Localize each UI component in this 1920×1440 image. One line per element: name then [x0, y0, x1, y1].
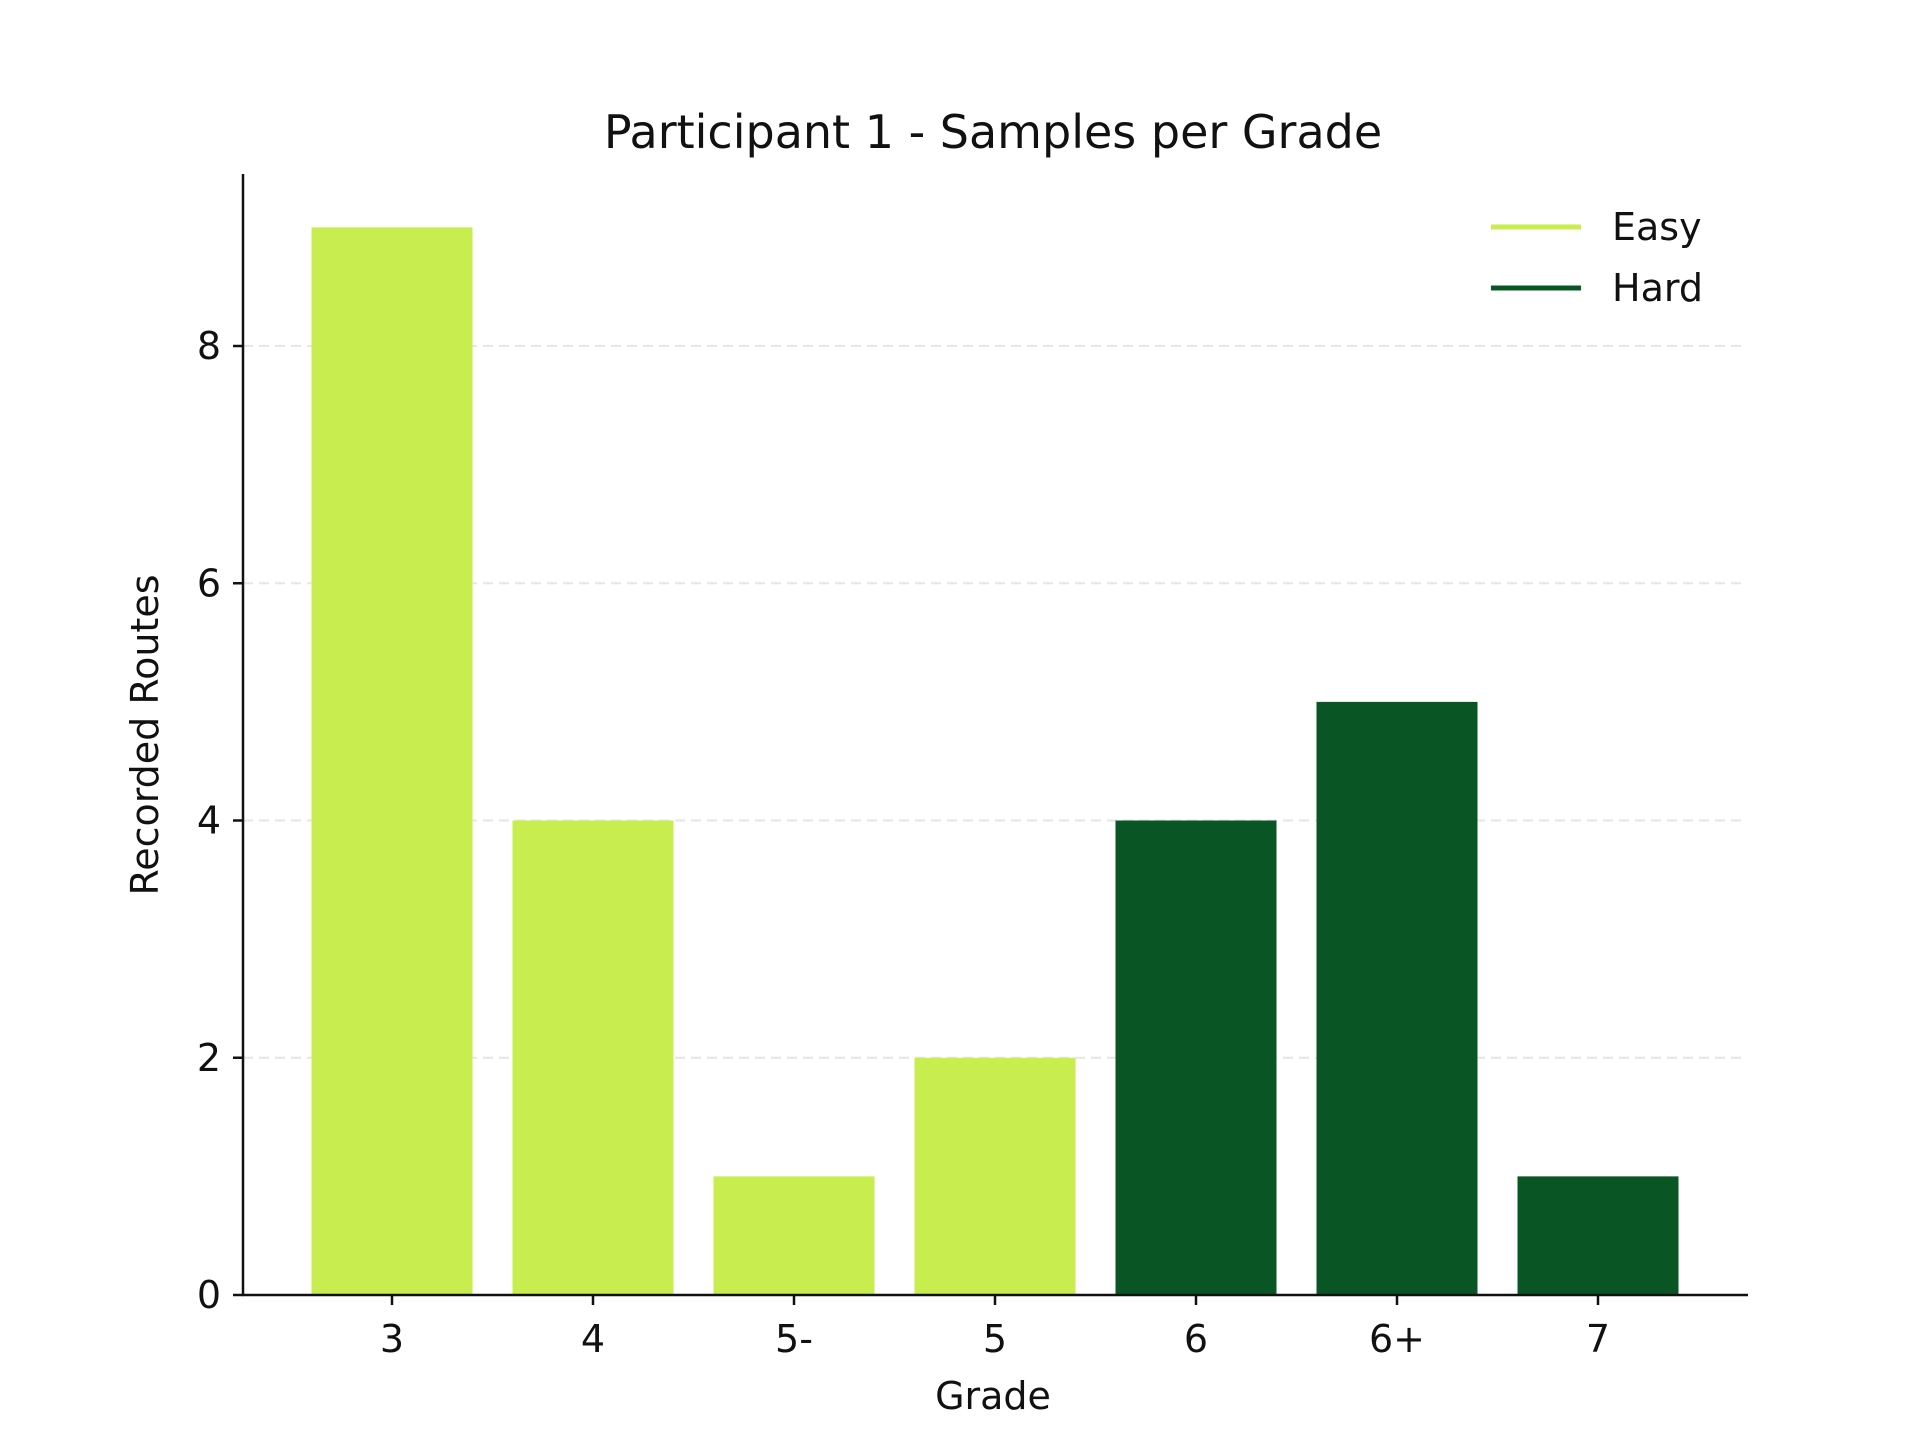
- legend-label-hard: Hard: [1612, 266, 1703, 310]
- bar-6+: [1316, 701, 1478, 1295]
- legend-label-easy: Easy: [1612, 205, 1702, 249]
- y-tick-label: 8: [197, 324, 221, 368]
- x-axis-label: Grade: [935, 1374, 1051, 1418]
- x-tick-label: 7: [1586, 1317, 1610, 1361]
- x-tick-label: 3: [380, 1317, 404, 1361]
- y-ticks: 0 2 4 6 8: [197, 324, 243, 1317]
- bars: [311, 227, 1679, 1295]
- legend: Easy Hard: [1491, 205, 1703, 310]
- y-axis-label: Recorded Routes: [123, 575, 167, 896]
- x-tick-label: 5-: [775, 1317, 813, 1361]
- y-tick-label: 0: [197, 1273, 221, 1317]
- chart-title: Participant 1 - Samples per Grade: [604, 105, 1382, 159]
- x-tick-label: 4: [581, 1317, 605, 1361]
- x-ticks: 3 4 5- 5 6 6+ 7: [380, 1295, 1610, 1361]
- bar-5-: [713, 1176, 875, 1295]
- bar-3: [311, 227, 473, 1295]
- x-tick-label: 6+: [1369, 1317, 1425, 1361]
- bar-6: [1115, 820, 1277, 1295]
- x-tick-label: 6: [1184, 1317, 1208, 1361]
- bar-7: [1517, 1176, 1679, 1295]
- bar-5: [914, 1057, 1076, 1295]
- bar-4: [512, 820, 674, 1295]
- y-tick-label: 4: [197, 799, 221, 843]
- x-tick-label: 5: [983, 1317, 1007, 1361]
- y-tick-label: 6: [197, 561, 221, 605]
- y-tick-label: 2: [197, 1036, 221, 1080]
